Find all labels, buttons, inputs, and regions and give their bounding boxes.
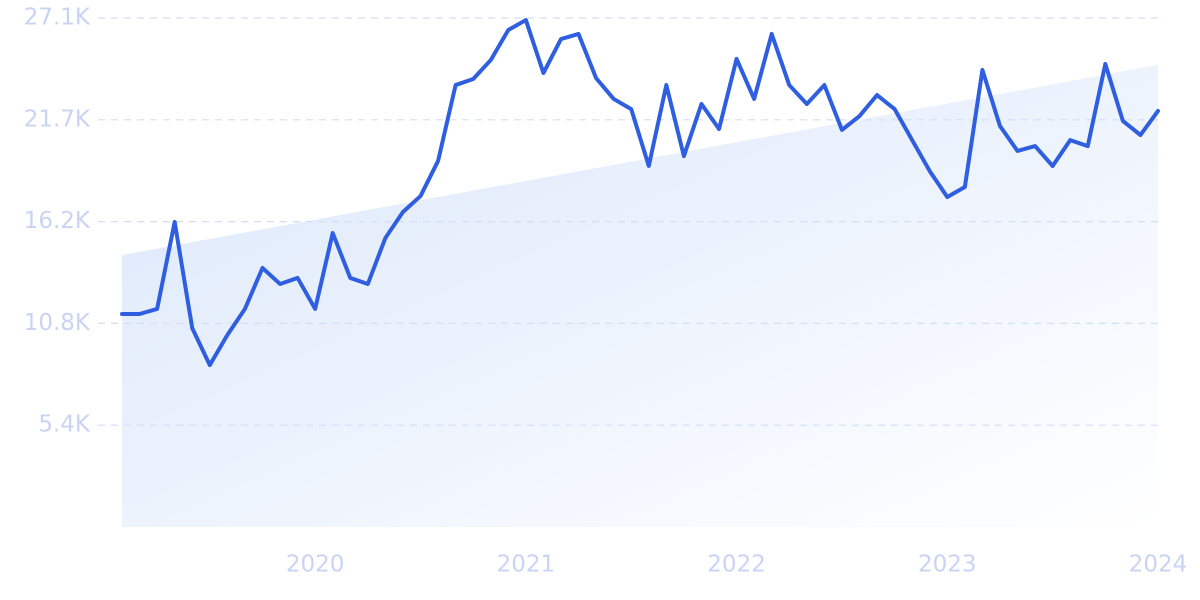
y-tick-label: 16.2K xyxy=(24,208,91,234)
x-tick-label: 2021 xyxy=(497,552,556,578)
x-tick-label: 2022 xyxy=(707,552,766,578)
x-tick-label: 2020 xyxy=(286,552,345,578)
x-tick-label: 2024 xyxy=(1129,552,1188,578)
y-tick-label: 5.4K xyxy=(38,412,91,438)
y-tick-label: 10.8K xyxy=(24,310,91,336)
trend-area xyxy=(122,64,1158,527)
y-tick-label: 21.7K xyxy=(24,106,91,132)
y-tick-label: 27.1K xyxy=(24,5,91,31)
x-tick-label: 2023 xyxy=(918,552,977,578)
data-line xyxy=(120,18,1160,368)
